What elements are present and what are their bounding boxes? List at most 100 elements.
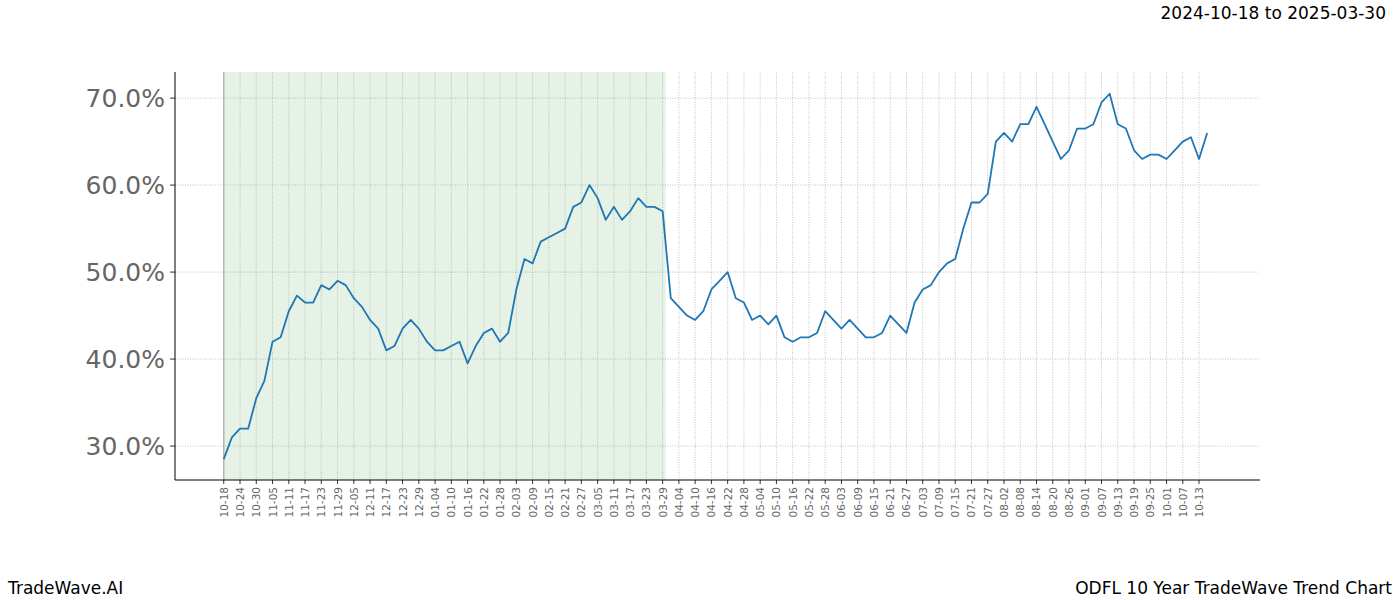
x-grid-line [272, 72, 273, 480]
x-tick [1052, 480, 1053, 484]
x-tick-label: 06-09 [852, 487, 864, 518]
x-grid-line [386, 72, 387, 480]
x-tick-label: 04-28 [738, 487, 750, 518]
x-tick [792, 480, 793, 484]
x-grid-line [451, 72, 452, 480]
x-tick [922, 480, 923, 484]
x-tick-label: 10-30 [250, 487, 262, 518]
x-tick-label: 12-29 [413, 487, 425, 518]
x-tick [483, 480, 484, 484]
x-tick-label: 02-03 [510, 487, 522, 518]
x-tick [743, 480, 744, 484]
y-tick-label: 50.0% [86, 258, 165, 287]
x-tick-label: 03-29 [657, 487, 669, 518]
x-tick [760, 480, 761, 484]
x-grid-line [630, 72, 631, 480]
x-tick-label: 10-01 [1161, 487, 1173, 518]
x-grid-line [678, 72, 679, 480]
y-tick-label: 60.0% [86, 171, 165, 200]
x-tick-label: 07-09 [933, 487, 945, 518]
x-tick-label: 10-18 [218, 487, 230, 518]
x-tick [565, 480, 566, 484]
x-grid-line [971, 72, 972, 480]
x-tick-label: 01-04 [429, 487, 441, 518]
x-grid-line [711, 72, 712, 480]
x-grid-line [1117, 72, 1118, 480]
x-tick-label: 04-10 [689, 487, 701, 518]
x-grid-line [467, 72, 468, 480]
x-tick-label: 09-13 [1112, 487, 1124, 518]
x-grid-line [743, 72, 744, 480]
source: TradeWave.AI [7, 578, 123, 598]
x-grid-line [906, 72, 907, 480]
x-tick [662, 480, 663, 484]
x-tick-label: 03-17 [624, 487, 636, 518]
x-tick-label: 02-21 [559, 487, 571, 518]
x-tick [451, 480, 452, 484]
x-tick [548, 480, 549, 484]
x-tick [825, 480, 826, 484]
x-tick-label: 02-09 [527, 487, 539, 518]
y-tick-label: 30.0% [86, 432, 165, 461]
x-tick-label: 08-14 [1030, 487, 1042, 518]
x-grid-line [1199, 72, 1200, 480]
y-axis [175, 72, 176, 480]
x-grid-line [1150, 72, 1151, 480]
x-tick [223, 480, 224, 484]
x-grid-line [256, 72, 257, 480]
x-tick [695, 480, 696, 484]
x-grid-line [1036, 72, 1037, 480]
x-tick-label: 06-27 [900, 487, 912, 518]
x-grid-line [597, 72, 598, 480]
y-grid-line [175, 359, 1260, 360]
x-tick-label: 07-21 [965, 487, 977, 518]
x-tick-label: 05-22 [803, 487, 815, 518]
x-grid-line [288, 72, 289, 480]
x-tick [272, 480, 273, 484]
x-tick-label: 10-07 [1177, 487, 1189, 518]
x-tick [467, 480, 468, 484]
x-tick-label: 09-01 [1079, 487, 1091, 518]
x-tick [906, 480, 907, 484]
x-grid-line [1069, 72, 1070, 480]
x-tick [613, 480, 614, 484]
x-tick-label: 01-16 [462, 487, 474, 518]
x-grid-line [353, 72, 354, 480]
x-tick-label: 07-27 [982, 487, 994, 518]
trend-line [224, 94, 1207, 459]
x-tick [711, 480, 712, 484]
x-tick [938, 480, 939, 484]
x-tick-label: 08-02 [998, 487, 1010, 518]
x-tick-label: 10-24 [234, 487, 246, 518]
x-tick-label: 05-04 [754, 487, 766, 518]
x-tick [305, 480, 306, 484]
x-grid-line [223, 72, 224, 480]
x-tick-label: 01-10 [445, 487, 457, 518]
x-tick [1134, 480, 1135, 484]
x-grid-line [776, 72, 777, 480]
x-tick-label: 02-27 [575, 487, 587, 518]
x-tick [435, 480, 436, 484]
x-tick-label: 11-11 [283, 487, 295, 518]
x-grid-line [695, 72, 696, 480]
x-tick [1101, 480, 1102, 484]
y-tick [170, 185, 175, 186]
x-grid-line [890, 72, 891, 480]
x-tick-label: 06-15 [868, 487, 880, 518]
x-tick [776, 480, 777, 484]
x-tick-label: 06-03 [835, 487, 847, 518]
x-tick [955, 480, 956, 484]
x-tick-label: 09-07 [1096, 487, 1108, 518]
x-tick [1036, 480, 1037, 484]
x-tick-label: 03-05 [592, 487, 604, 518]
x-grid-line [987, 72, 988, 480]
x-tick [321, 480, 322, 484]
x-tick [1182, 480, 1183, 484]
x-tick [532, 480, 533, 484]
range-start-line [223, 72, 225, 480]
x-grid-line [565, 72, 566, 480]
x-tick [873, 480, 874, 484]
subtitle: 2024-10-18 to 2025-03-30 [1161, 3, 1386, 23]
x-grid-line [760, 72, 761, 480]
x-tick [857, 480, 858, 484]
